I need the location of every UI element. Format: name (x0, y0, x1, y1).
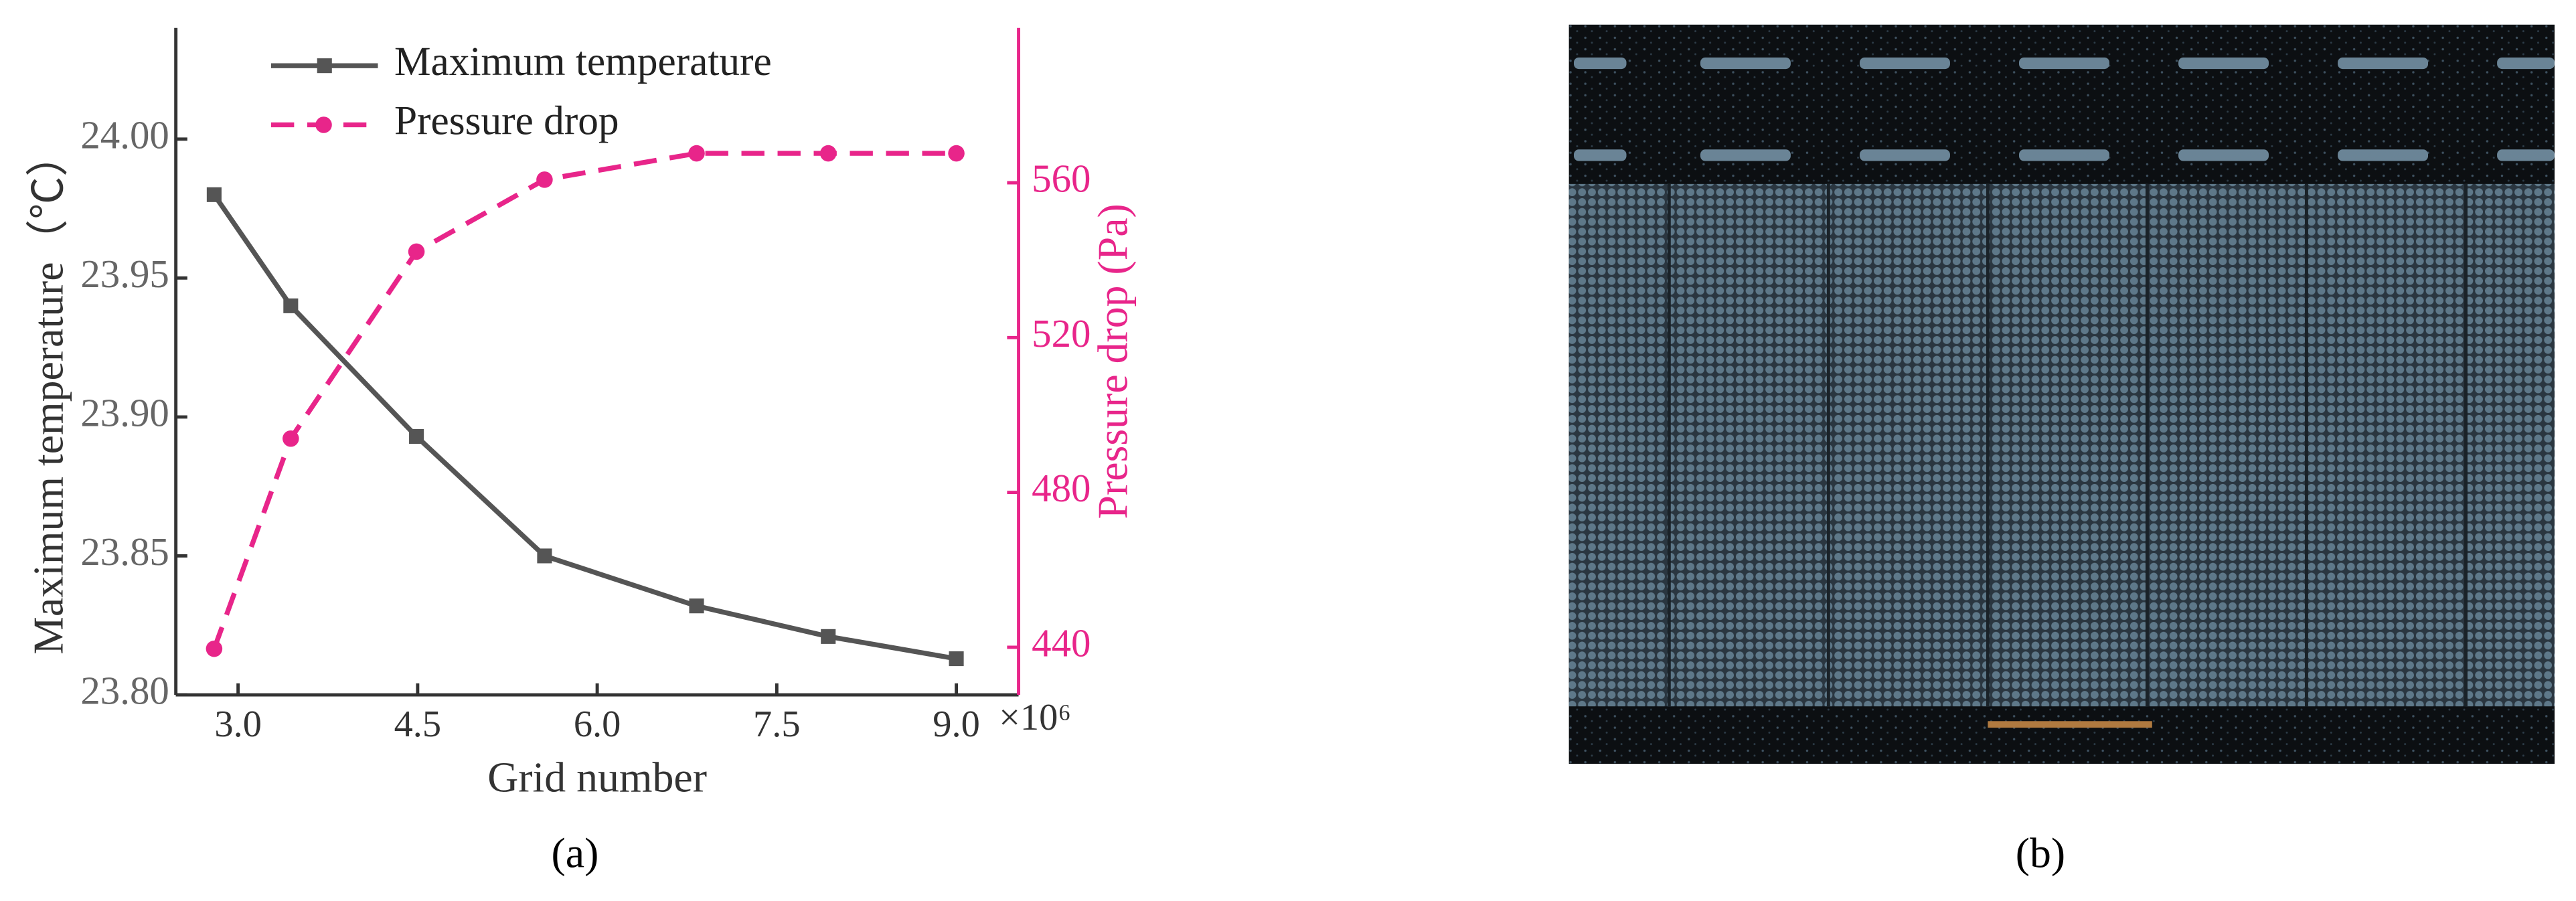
y-tick-label: 23.95 (80, 252, 169, 296)
x-tick-label: 6.0 (574, 704, 621, 745)
x-tick-label: 3.0 (214, 704, 262, 745)
data-point (537, 548, 552, 564)
series-line (212, 151, 957, 650)
legend-marker (317, 58, 332, 74)
data-point (819, 145, 837, 162)
data-point (206, 640, 223, 657)
x-tick-label: 7.5 (753, 704, 801, 745)
x-axis-title: Grid number (487, 754, 707, 801)
data-point (409, 428, 424, 444)
data-point (948, 145, 965, 162)
data-point (283, 430, 299, 447)
series-line (212, 193, 957, 661)
panel-label: (a) (552, 829, 599, 877)
mesh-image (1568, 24, 2555, 764)
data-point (688, 145, 705, 162)
y-tick-label: 24.00 (80, 113, 169, 157)
panel-label: (b) (2016, 829, 2065, 877)
y-tick-label: 23.80 (80, 669, 169, 713)
data-point (949, 651, 964, 667)
x-multiplier: ×10⁶ (999, 697, 1071, 738)
y2-tick-label: 440 (1032, 621, 1091, 665)
y2-tick-label: 560 (1032, 157, 1091, 201)
y2-tick-label: 520 (1032, 312, 1091, 355)
y-axis-title: Maximum temperature（℃） (24, 134, 72, 655)
y2-axis-title: Pressure drop (Pa) (1089, 203, 1136, 519)
legend-marker (315, 116, 332, 133)
y-tick-label: 23.85 (80, 530, 169, 574)
x-tick-label: 4.5 (394, 704, 442, 745)
legend-label: Pressure drop (394, 98, 619, 144)
y-tick-label: 23.90 (80, 391, 169, 434)
data-point (689, 598, 704, 614)
x-tick-label: 9.0 (933, 704, 980, 745)
data-point (283, 298, 299, 313)
legend-label: Maximum temperature (394, 39, 772, 84)
data-point (206, 187, 222, 202)
data-point (821, 629, 836, 644)
y2-tick-label: 480 (1032, 467, 1091, 510)
data-point (536, 171, 553, 188)
data-point (408, 243, 425, 260)
